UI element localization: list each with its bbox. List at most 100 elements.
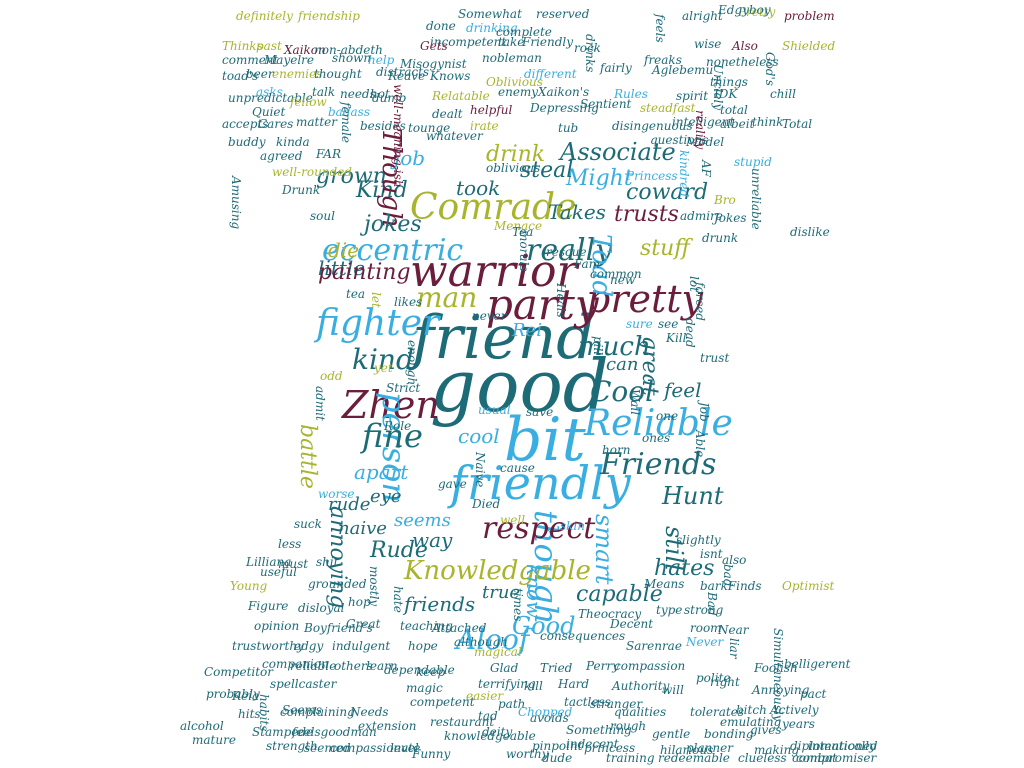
cloud-word: agreed xyxy=(260,149,303,163)
cloud-word: Attached xyxy=(432,621,487,635)
cloud-word: admit xyxy=(313,386,327,421)
cloud-word: feelsgoodman xyxy=(292,725,377,739)
cloud-word: Reave xyxy=(388,69,426,83)
cloud-word: Princess xyxy=(626,169,678,183)
cloud-word: things xyxy=(710,75,748,89)
cloud-word: die xyxy=(328,238,360,262)
cloud-word: spirit xyxy=(676,89,709,103)
cloud-word: matter xyxy=(296,115,338,129)
cloud-word: slightly xyxy=(676,533,721,547)
cloud-word: tounge xyxy=(408,121,451,135)
cloud-word: Gets xyxy=(420,39,448,53)
cloud-word: Menace xyxy=(494,219,543,233)
cloud-word: irate xyxy=(470,119,499,133)
cloud-word: Sentient xyxy=(580,97,632,111)
cloud-word: feels xyxy=(653,14,667,43)
cloud-word: bonding xyxy=(704,727,754,741)
cloud-word: level xyxy=(390,741,419,755)
cloud-word: grounded xyxy=(308,577,367,591)
cloud-word: done xyxy=(426,19,456,33)
cloud-word: magical xyxy=(474,645,522,659)
cloud-word: rough xyxy=(610,719,647,733)
cloud-word: polite xyxy=(696,671,731,685)
cloud-word: Reliable xyxy=(584,403,733,444)
cloud-word: Great xyxy=(346,617,381,631)
cloud-word: consequences xyxy=(540,629,626,643)
cloud-word: usual xyxy=(478,403,511,417)
cloud-word: probably xyxy=(206,687,260,701)
cloud-word: bitch xyxy=(736,703,767,717)
cloud-word: God's xyxy=(763,52,777,86)
cloud-word: Wall xyxy=(628,389,642,416)
cloud-word: Knows xyxy=(430,69,471,83)
cloud-word: incompetent xyxy=(430,35,507,49)
cloud-word: asks xyxy=(256,85,283,99)
cloud-word: man xyxy=(416,281,478,314)
cloud-word: Zhen xyxy=(342,383,440,427)
cloud-word: bit xyxy=(504,405,586,475)
cloud-word: warrior xyxy=(410,246,578,297)
cloud-word: Mayelre xyxy=(264,53,314,67)
cloud-word: hope xyxy=(408,639,438,653)
cloud-word: save xyxy=(526,405,554,419)
cloud-word: Bro xyxy=(714,193,736,207)
cloud-word: enemy xyxy=(498,85,539,99)
cloud-word: Aloof xyxy=(456,623,530,656)
cloud-word: Theocracy xyxy=(578,607,642,621)
cloud-word: Rei xyxy=(512,320,542,341)
cloud-word: Somewhat xyxy=(458,7,522,21)
cloud-word: Means xyxy=(644,577,685,591)
cloud-word: cool xyxy=(458,424,500,448)
cloud-word: edgy xyxy=(294,639,324,653)
cloud-word: strength xyxy=(266,739,318,753)
cloud-word: Glad xyxy=(490,661,519,675)
cloud-word: Reia xyxy=(232,689,260,703)
cloud-word: smart xyxy=(590,514,618,585)
cloud-word: cause xyxy=(500,461,535,475)
cloud-word: help xyxy=(368,53,395,67)
cloud-word: Good xyxy=(512,612,576,640)
cloud-word: gives xyxy=(750,723,782,737)
cloud-word: pinpoint xyxy=(532,739,583,753)
cloud-word: Model xyxy=(686,135,725,149)
cloud-word: less xyxy=(278,537,302,551)
cloud-word: Takes xyxy=(548,200,606,224)
cloud-word: toad's xyxy=(222,69,259,83)
cloud-word: indecent xyxy=(566,737,619,751)
cloud-word: Associate xyxy=(560,138,676,166)
cloud-word: reserved xyxy=(536,7,590,21)
cloud-word: gentle xyxy=(652,727,691,741)
cloud-word: Stampede xyxy=(252,725,314,739)
cloud-word: teaching xyxy=(400,619,453,633)
cloud-word: path xyxy=(498,697,526,711)
cloud-word: Kill xyxy=(666,331,687,345)
cloud-word: spellcaster xyxy=(270,677,337,691)
cloud-word: problem xyxy=(784,9,835,23)
cloud-word: making xyxy=(754,743,800,757)
cloud-word: fairly xyxy=(600,61,632,75)
cloud-word: Job xyxy=(697,402,711,422)
cloud-word: Hard xyxy=(558,677,590,691)
cloud-word: Unclely xyxy=(711,64,725,111)
cloud-word: disingenuous xyxy=(612,119,693,133)
cloud-word: Decent xyxy=(610,617,654,631)
cloud-word: strong xyxy=(684,603,724,617)
cloud-word: worse xyxy=(318,487,355,501)
cloud-word: dead xyxy=(683,318,697,348)
cloud-word: Kind xyxy=(356,178,408,203)
cloud-word: Cares xyxy=(258,117,294,131)
cloud-word: intentioned xyxy=(808,739,878,753)
cloud-word: complete xyxy=(496,25,552,39)
cloud-word: chill xyxy=(770,87,796,101)
cloud-word: Xaikon xyxy=(284,43,326,57)
cloud-word: Quiet xyxy=(252,105,286,119)
cloud-word: liar xyxy=(727,638,741,659)
cloud-word: tub xyxy=(558,121,579,135)
cloud-word: feel xyxy=(664,378,702,402)
cloud-word: shit xyxy=(316,555,339,569)
cloud-word: Optimist xyxy=(782,579,835,593)
cloud-word: drink xyxy=(486,142,546,167)
cloud-word: distracts xyxy=(376,65,430,79)
cloud-word: eye xyxy=(370,486,402,507)
cloud-word: Total xyxy=(782,117,813,131)
